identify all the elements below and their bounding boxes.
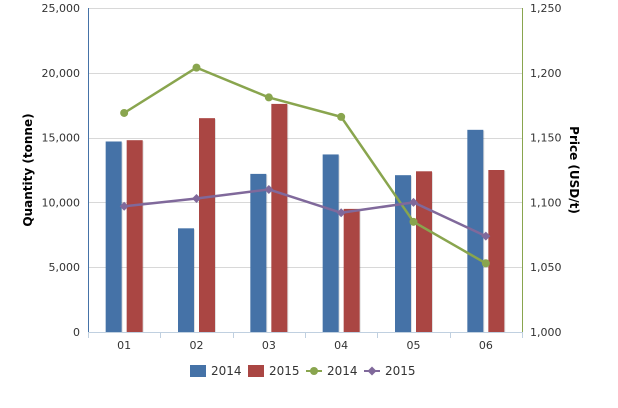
- bar-2015-06[interactable]: [488, 170, 505, 332]
- y-left-tick-label: 10,000: [42, 196, 81, 209]
- x-tick-label: 04: [334, 339, 348, 352]
- y-left-tick-label: 25,000: [42, 2, 81, 15]
- gridlines: [88, 8, 522, 333]
- line-point-2014-06[interactable]: [481, 259, 490, 268]
- bar-series: [105, 103, 506, 333]
- legend-swatch-bar: [190, 365, 206, 377]
- line-point-2014-02[interactable]: [192, 63, 201, 72]
- bar-2015-04[interactable]: [343, 208, 360, 332]
- y-left-tick-label: 0: [73, 326, 80, 339]
- line-point-2015-02[interactable]: [192, 194, 201, 204]
- bar-2014-02[interactable]: [178, 228, 194, 332]
- x-tick-label: 05: [407, 339, 421, 352]
- bar-2014-01[interactable]: [105, 141, 122, 332]
- bar-2014-04[interactable]: [322, 154, 339, 332]
- line-point-2014-04[interactable]: [337, 112, 346, 121]
- y-right-tick-label: 1,000: [530, 326, 562, 339]
- bar-2015-02[interactable]: [199, 118, 215, 332]
- x-tick-label: 01: [117, 339, 131, 352]
- legend-marker-diamond: [367, 366, 377, 376]
- line-point-2014-05[interactable]: [409, 217, 418, 226]
- legend: 2014 2015 2014 2015: [190, 364, 416, 378]
- line-point-2015-03[interactable]: [264, 184, 274, 194]
- line-point-2015-04[interactable]: [336, 208, 346, 218]
- bar-2015-05[interactable]: [416, 171, 432, 332]
- line-2015-1[interactable]: [124, 188, 487, 238]
- line-point-2014-01[interactable]: [120, 108, 129, 117]
- legend-marker-circle: [310, 367, 318, 375]
- legend-swatch-bar: [248, 365, 264, 377]
- legend-label[interactable]: 2015: [269, 364, 300, 378]
- y-left-axis-title: Quantity (tonne): [21, 113, 35, 226]
- x-tick-label: 03: [262, 339, 276, 352]
- y-right-tick-label: 1,200: [530, 67, 562, 80]
- bar-2015-01[interactable]: [126, 140, 143, 332]
- legend-label[interactable]: 2014: [327, 364, 358, 378]
- bar-2015-03[interactable]: [271, 103, 288, 333]
- line-2014-0[interactable]: [123, 66, 487, 265]
- line-point-2015-06[interactable]: [481, 231, 491, 241]
- axes: [88, 8, 523, 338]
- line-point-2015-05[interactable]: [409, 197, 418, 207]
- line-series: [119, 63, 491, 268]
- y-right-tick-label: 1,150: [530, 132, 562, 145]
- y-left-tick-label: 20,000: [42, 67, 81, 80]
- legend-label[interactable]: 2015: [385, 364, 416, 378]
- y-right-tick-label: 1,100: [530, 196, 562, 209]
- y-right-axis-title: Price (USD/t): [567, 126, 581, 214]
- y-left-tick-label: 5,000: [49, 261, 81, 274]
- x-tick-label: 06: [479, 339, 493, 352]
- y-right-tick-label: 1,050: [530, 261, 562, 274]
- bar-2014-03[interactable]: [250, 173, 267, 332]
- line-point-2014-03[interactable]: [264, 93, 273, 102]
- y-left-tick-label: 15,000: [42, 132, 81, 145]
- y-right-tick-label: 1,250: [530, 2, 562, 15]
- line-point-2015-01[interactable]: [119, 201, 129, 211]
- tick-labels: 0 5,000 10,000 15,000 20,000 25,000 1,000 1,050…: [42, 2, 562, 352]
- legend-label[interactable]: 2014: [211, 364, 242, 378]
- x-tick-label: 02: [190, 339, 204, 352]
